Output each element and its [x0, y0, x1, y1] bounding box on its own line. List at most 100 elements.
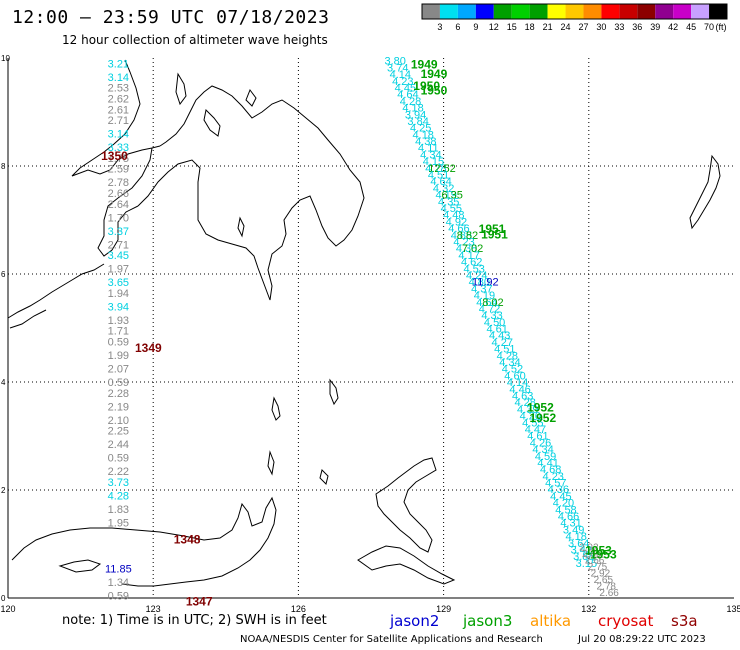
x-tick-label: 120	[0, 604, 15, 614]
cycle-label: 1949	[411, 57, 438, 71]
east-track-value: 4.72	[479, 303, 500, 315]
legend-altika: altika	[530, 612, 572, 630]
colorbar-swatch	[457, 4, 476, 19]
east-track-value: 4.64	[397, 89, 418, 101]
footer-note: note: 1) Time is in UTC; 2) SWH is in fe…	[62, 613, 327, 628]
map-title: 12:00 – 23:59 UTC 07/18/2023	[12, 7, 330, 28]
east-track-value: 4.15	[423, 156, 444, 168]
colorbar-label: 15	[507, 22, 517, 32]
cycle-label: 1952	[527, 400, 554, 414]
east-track-gray-value: 2.75	[588, 562, 608, 573]
x-tick-label: 123	[146, 604, 161, 614]
east-track-value: 4.17	[458, 250, 479, 262]
colorbar-swatch	[511, 4, 530, 19]
east-track-gray-value: 2.65	[594, 575, 614, 586]
colorbar-swatch	[637, 4, 656, 19]
east-track-value: 4.78	[425, 163, 446, 175]
east-track-value: 4.38	[415, 136, 436, 148]
west-track-value: 2.59	[108, 164, 129, 176]
west-track-value: 1.93	[108, 315, 129, 327]
east-track-value: 4.85	[451, 230, 472, 242]
west-track-value: 2.22	[108, 466, 129, 478]
east-track-value: 4.61	[527, 431, 548, 443]
coastline	[357, 545, 456, 585]
coastline	[375, 457, 437, 553]
east-track-value: 4.45	[395, 82, 416, 94]
legend-jason2: jason2	[390, 612, 440, 630]
west-track-value: 3.65	[108, 277, 129, 289]
east-track-value: 4.39	[517, 404, 538, 416]
east-track-gray-value: 2.92	[579, 543, 599, 554]
colorbar-label: 9	[473, 22, 478, 32]
colorbar-swatch	[439, 4, 458, 19]
east-track-value: 4.58	[555, 504, 576, 516]
colorbar-label: 21	[543, 22, 553, 32]
east-track-value: 4.57	[545, 478, 566, 490]
colorbar-frame	[421, 3, 728, 20]
west-track-value: 3.14	[108, 129, 129, 141]
cycle-label: 1950	[413, 79, 440, 93]
east-track-value: 4.34	[532, 444, 553, 456]
colorbar-label: 24	[561, 22, 571, 32]
east-track-value: 4.55	[522, 417, 543, 429]
west-track-value: 2.71	[108, 115, 129, 127]
west-track-value: 3.14	[108, 72, 129, 84]
coastline	[271, 396, 281, 421]
east-track-highlight-value: 8.02	[482, 297, 503, 309]
east-track-value: 4.28	[400, 96, 421, 108]
west-track-value: 4.28	[108, 490, 129, 502]
coastline	[329, 378, 339, 406]
west-track-value: 2.78	[108, 177, 129, 189]
west-track-value: 0.59	[108, 377, 129, 389]
west-track-value: 2.28	[108, 388, 129, 400]
west-track-value: 3.94	[108, 301, 129, 313]
east-track-gray-value: 2.66	[585, 556, 605, 567]
east-track-value: 3.80	[384, 56, 405, 68]
east-track-value: 4.32	[433, 183, 454, 195]
west-track-value: 1.95	[108, 517, 129, 529]
east-track-value: 4.41	[537, 457, 558, 469]
coastline	[245, 88, 257, 107]
east-track-gray-value: 2.86	[582, 549, 602, 560]
east-track-value: 4.34	[499, 357, 520, 369]
west-track-value: 2.71	[108, 239, 129, 251]
east-track-value: 4.68	[540, 464, 561, 476]
west-track-value: 2.53	[108, 83, 129, 95]
east-track-value: 3.49	[563, 524, 584, 536]
east-track-value: 4.48	[443, 210, 464, 222]
east-track-value: 4.27	[492, 337, 513, 349]
y-tick-label: 6	[1, 270, 6, 279]
west-track-value: 0.59	[108, 453, 129, 465]
east-track-value: 4.64	[476, 297, 497, 309]
cycle-label: 1349	[135, 341, 162, 355]
east-track-value: 4.35	[438, 196, 459, 208]
colorbar-swatch	[529, 4, 548, 19]
colorbar-label: 42	[668, 22, 678, 32]
cycle-label: 1953	[590, 548, 617, 562]
west-track-value: 3.73	[108, 477, 129, 489]
east-track-value: 4.18	[413, 129, 434, 141]
east-track-value: 4.14	[390, 69, 411, 81]
east-track-value: 4.19	[474, 290, 495, 302]
colorbar-swatch	[583, 4, 602, 19]
east-track-value: 4.34	[420, 149, 441, 161]
x-tick-label: 135	[726, 604, 740, 614]
colorbar-swatch	[673, 4, 692, 19]
footer-timestamp: Jul 20 08:29:22 UTC 2023	[578, 634, 706, 645]
east-track-value: 4.51	[428, 170, 449, 182]
east-track-value: 4.24	[466, 270, 487, 282]
east-track-value: 4.38	[456, 243, 477, 255]
cycle-label: 1350	[101, 149, 128, 163]
east-track-gray-value: 2.78	[596, 582, 616, 593]
west-track-value: 1.34	[108, 577, 129, 589]
east-track-value: 4.33	[481, 310, 502, 322]
colorbar-swatch	[493, 4, 512, 19]
east-track-value: 4.20	[520, 411, 541, 423]
east-track-value: 4.59	[535, 451, 556, 463]
east-track-value: 4.11	[418, 143, 439, 155]
east-track-value: 4.63	[512, 391, 533, 403]
colorbar-label: 39	[650, 22, 660, 32]
cycle-label: 1949	[421, 67, 448, 81]
west-track-value: 1.83	[108, 504, 129, 516]
east-track-value: 4.46	[509, 384, 530, 396]
